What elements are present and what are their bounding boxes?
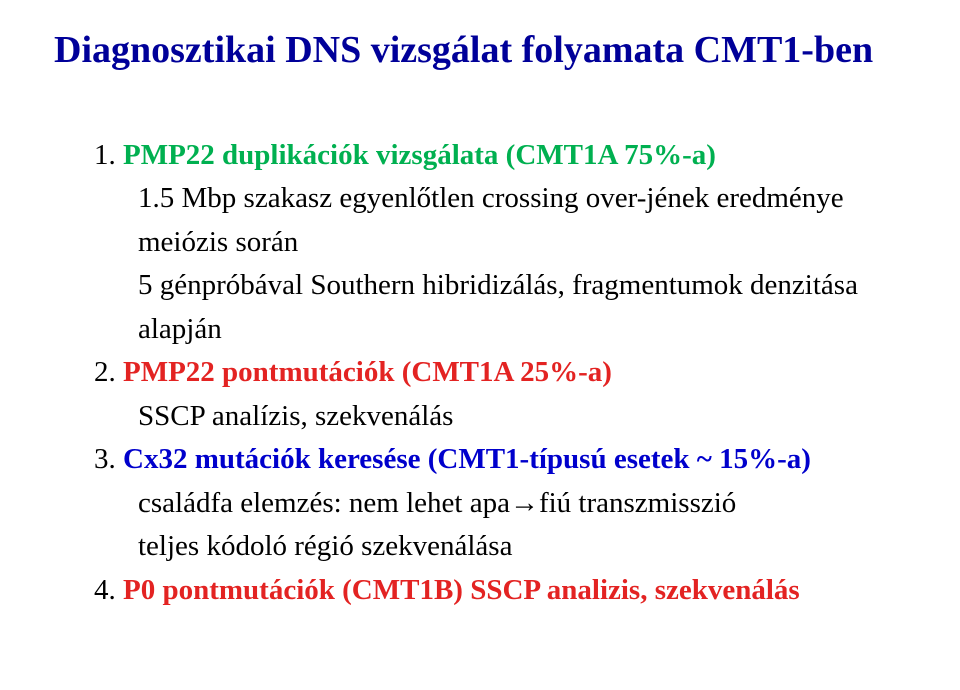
- item-number: 1.: [94, 139, 123, 171]
- slide: Diagnosztikai DNS vizsgálat folyamata CM…: [0, 0, 960, 690]
- item-number: 4.: [94, 574, 123, 606]
- sub-text: 5 génpróbával Southern hibridizálás, fra…: [138, 264, 926, 351]
- list-item-2: 2. PMP22 pontmutációk (CMT1A 25%-a): [94, 351, 926, 395]
- list-item-4: 4. P0 pontmutációk (CMT1B) SSCP analizis…: [94, 569, 926, 613]
- sub-text: teljes kódoló régió szekvenálása: [138, 525, 926, 569]
- list-item-1: 1. PMP22 duplikációk vizsgálata (CMT1A 7…: [94, 134, 926, 178]
- slide-title: Diagnosztikai DNS vizsgálat folyamata CM…: [54, 28, 926, 74]
- sub-text: 1.5 Mbp szakasz egyenlőtlen crossing ove…: [138, 177, 926, 264]
- item-text-pmp22-point: PMP22 pontmutációk (CMT1A 25%-a): [123, 356, 612, 388]
- item-number: 2.: [94, 356, 123, 388]
- item-text-p0: P0 pontmutációk (CMT1B) SSCP analizis, s…: [123, 574, 800, 606]
- slide-body: 1. PMP22 duplikációk vizsgálata (CMT1A 7…: [94, 134, 926, 613]
- item-number: 3.: [94, 443, 123, 475]
- item-text-pmp22-dup: PMP22 duplikációk vizsgálata (CMT1A 75%-…: [123, 139, 716, 171]
- item-text-cx32: Cx32 mutációk keresése (CMT1-típusú eset…: [123, 443, 811, 475]
- list-item-3: 3. Cx32 mutációk keresése (CMT1-típusú e…: [94, 438, 926, 482]
- sub-text: SSCP analízis, szekvenálás: [138, 395, 926, 439]
- sub-text: családfa elemzés: nem lehet apa→fiú tran…: [138, 482, 926, 526]
